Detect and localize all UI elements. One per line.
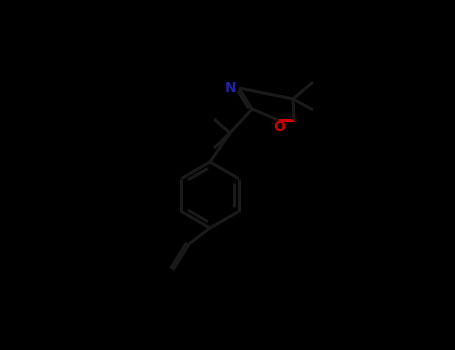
Text: N: N [225, 81, 237, 95]
Text: O: O [273, 120, 285, 134]
